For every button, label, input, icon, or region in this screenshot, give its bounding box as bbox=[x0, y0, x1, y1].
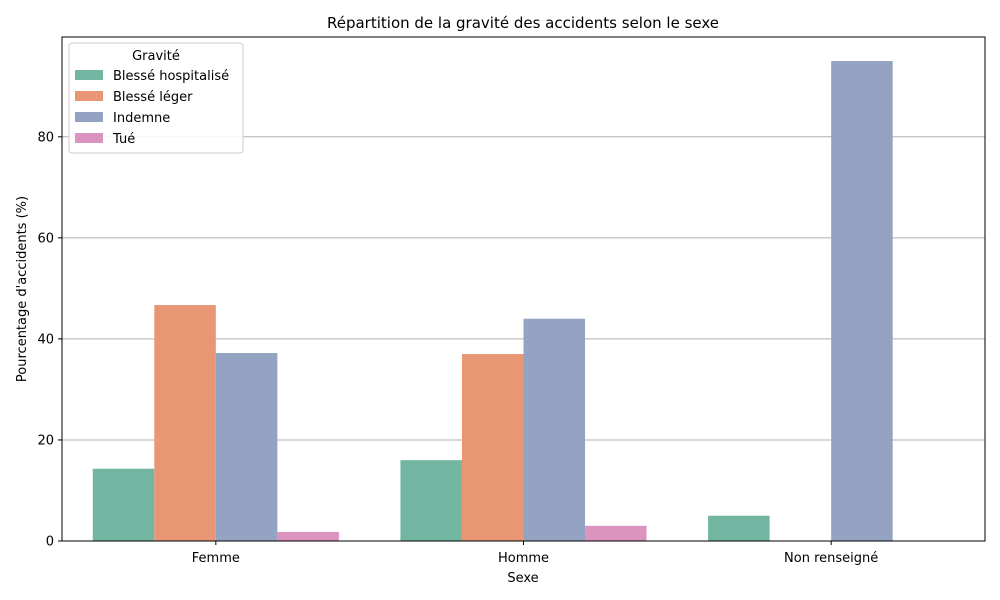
bar-1-2 bbox=[523, 318, 586, 541]
legend-label-2: Indemne bbox=[113, 111, 170, 126]
legend-swatch-0 bbox=[75, 70, 103, 80]
y-tick-label-0: 0 bbox=[46, 535, 54, 550]
legend-label-0: Blessé hospitalisé bbox=[113, 69, 229, 84]
legend-swatch-1 bbox=[75, 91, 103, 101]
x-axis-ticks: Femme Homme Non renseigné bbox=[192, 541, 878, 566]
legend-box bbox=[68, 42, 244, 154]
legend-label-3: Tué bbox=[112, 132, 135, 147]
x-tick-label-1: Homme bbox=[498, 551, 549, 566]
y-tick-label-3: 60 bbox=[37, 231, 54, 246]
y-tick-label-1: 20 bbox=[37, 433, 54, 448]
bar-1-0 bbox=[400, 460, 462, 541]
chart-title: Répartition de la gravité des accidents … bbox=[327, 14, 719, 32]
legend-title: Gravité bbox=[132, 49, 180, 64]
x-tick-label-0: Femme bbox=[192, 551, 240, 566]
bar-1-1 bbox=[461, 354, 524, 541]
bar-2-0 bbox=[708, 515, 770, 541]
bar-0-2 bbox=[215, 353, 278, 541]
legend-swatch-3 bbox=[75, 133, 103, 143]
bar-1-3 bbox=[585, 525, 647, 541]
y-tick-label-4: 80 bbox=[37, 130, 54, 145]
x-axis-label: Sexe bbox=[507, 571, 538, 586]
legend-swatch-2 bbox=[75, 112, 103, 122]
x-tick-label-2: Non renseigné bbox=[784, 551, 878, 566]
y-axis-label: Pourcentage d'accidents (%) bbox=[15, 196, 30, 382]
legend-label-1: Blessé léger bbox=[113, 90, 193, 105]
bar-2-2 bbox=[831, 61, 893, 541]
bar-0-1 bbox=[154, 305, 216, 541]
y-tick-label-2: 40 bbox=[37, 332, 54, 347]
y-axis-ticks: 0 20 40 60 80 bbox=[37, 130, 62, 550]
bar-0-3 bbox=[277, 531, 339, 541]
bars bbox=[92, 61, 893, 541]
bar-0-0 bbox=[92, 468, 155, 541]
legend: Gravité Blessé hospitalisé Blessé léger In… bbox=[68, 42, 244, 154]
